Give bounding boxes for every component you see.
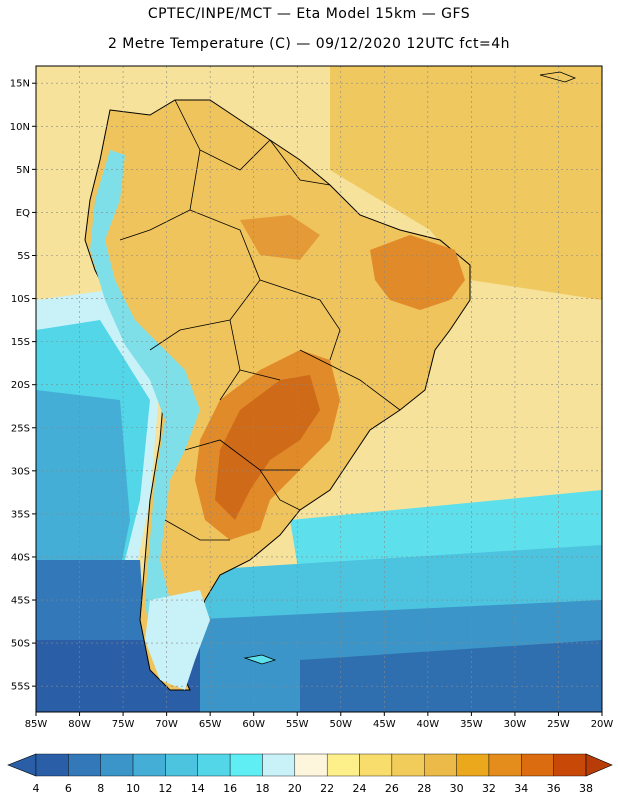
caribbean-islands	[539, 71, 577, 83]
colorbar-label: 28	[417, 782, 431, 795]
colorbar-segment	[165, 753, 198, 777]
lon-tick-label: 30W	[504, 719, 527, 730]
lon-tick-label: 55W	[286, 719, 309, 730]
colorbar-left-arrow	[7, 753, 37, 777]
colorbar-label: 8	[97, 782, 104, 795]
colorbar-segment	[326, 753, 360, 777]
lat-tick-label: 15S	[11, 337, 30, 348]
map-field	[36, 66, 602, 712]
colorbar-label: 14	[191, 782, 205, 795]
country-borders	[119, 99, 401, 541]
lon-tick-label: 40W	[417, 719, 440, 730]
colorbar-segment	[197, 753, 231, 777]
colorbar-segment	[456, 753, 490, 777]
latitude-axis: 15N 10N 5N EQ 5S 10S 15S 20S 25S 30S 35S 40S 45S 50S 5…	[10, 79, 36, 693]
lat-tick-label: 25S	[11, 423, 30, 434]
colorbar-segment	[359, 753, 393, 777]
colorbar-label: 30	[450, 782, 464, 795]
southern-ocean-coldest	[300, 640, 602, 712]
colorbar-segment	[229, 753, 263, 777]
patagonia-cool-zone	[145, 590, 210, 690]
lon-tick-label: 50W	[329, 719, 352, 730]
lon-tick-label: 85W	[25, 719, 48, 730]
central-very-hot-zone	[215, 375, 320, 520]
longitude-axis: 85W 80W 75W 70W 65W 60W 55W 50W 45W 40W 35W 30W 25W 2…	[25, 712, 614, 730]
colorbar-segment	[35, 753, 69, 777]
colorbar-label: 32	[482, 782, 496, 795]
lon-tick-label: 45W	[373, 719, 396, 730]
andes-cold-strip	[90, 150, 200, 660]
lat-tick-label: 35S	[11, 509, 30, 520]
colorbar-label: 6	[65, 782, 72, 795]
lon-tick-label: 60W	[242, 719, 265, 730]
lat-tick-label: 5N	[16, 165, 30, 176]
lat-tick-label: 55S	[11, 682, 30, 693]
lat-tick-label: 45S	[11, 596, 30, 607]
chart-subtitle: 2 Metre Temperature (C) — 09/12/2020 12U…	[107, 36, 511, 52]
colorbar-segment	[424, 753, 457, 777]
lon-tick-label: 80W	[68, 719, 91, 730]
lat-tick-label: 20S	[11, 380, 30, 391]
colorbar-segment	[68, 753, 101, 777]
lon-tick-label: 20W	[591, 719, 614, 730]
colorbar-segment	[262, 753, 296, 777]
colorbar-segment	[294, 753, 328, 777]
colorbar-label: 36	[547, 782, 561, 795]
lat-tick-label: 15N	[10, 79, 30, 90]
lat-tick-label: 50S	[11, 639, 30, 650]
lat-tick-label: 30S	[11, 466, 30, 477]
colorbar-label: 22	[320, 782, 334, 795]
lon-tick-label: 25W	[547, 719, 570, 730]
colorbar-label: 26	[385, 782, 399, 795]
chart-title: CPTEC/INPE/MCT — Eta Model 15km — GFS	[147, 6, 471, 22]
lat-tick-label: 40S	[11, 552, 30, 563]
atlantic-mild-band	[330, 400, 602, 520]
lon-tick-label: 65W	[199, 719, 222, 730]
colorbar-segment	[521, 753, 554, 777]
map-frame	[35, 65, 603, 713]
lat-tick-label: EQ	[16, 208, 30, 219]
colorbar-label: 10	[126, 782, 140, 795]
colorbar-label: 24	[353, 782, 367, 795]
lon-tick-label: 75W	[112, 719, 135, 730]
amazon-warm-zone	[240, 215, 320, 260]
colorbar-label: 20	[288, 782, 302, 795]
colorbar-label: 34	[514, 782, 528, 795]
colorbar: 4 6 8 10 12 14 16 18 20 22 24 26 28 30 32 34 36 38	[7, 753, 613, 795]
colorbar-label: 16	[223, 782, 237, 795]
colorbar-label: 18	[255, 782, 269, 795]
colorbar-label: 4	[33, 782, 40, 795]
colorbar-right-arrow	[585, 753, 613, 777]
northeast-hot-zone	[370, 235, 465, 310]
colorbar-segment	[132, 753, 166, 777]
lat-tick-label: 10S	[11, 294, 30, 305]
graticule	[36, 66, 602, 712]
colorbar-label: 12	[158, 782, 172, 795]
lat-tick-label: 5S	[17, 251, 30, 262]
falklands-islands	[243, 654, 277, 665]
colorbar-segment	[553, 753, 587, 777]
lat-tick-label: 10N	[10, 122, 30, 133]
atlantic-warm-band	[330, 66, 602, 300]
colorbar-label: 38	[579, 782, 593, 795]
colorbar-segment	[391, 753, 425, 777]
lon-tick-label: 70W	[155, 719, 178, 730]
colorbar-segment	[100, 753, 134, 777]
lon-tick-label: 35W	[460, 719, 483, 730]
colorbar-segment	[488, 753, 522, 777]
